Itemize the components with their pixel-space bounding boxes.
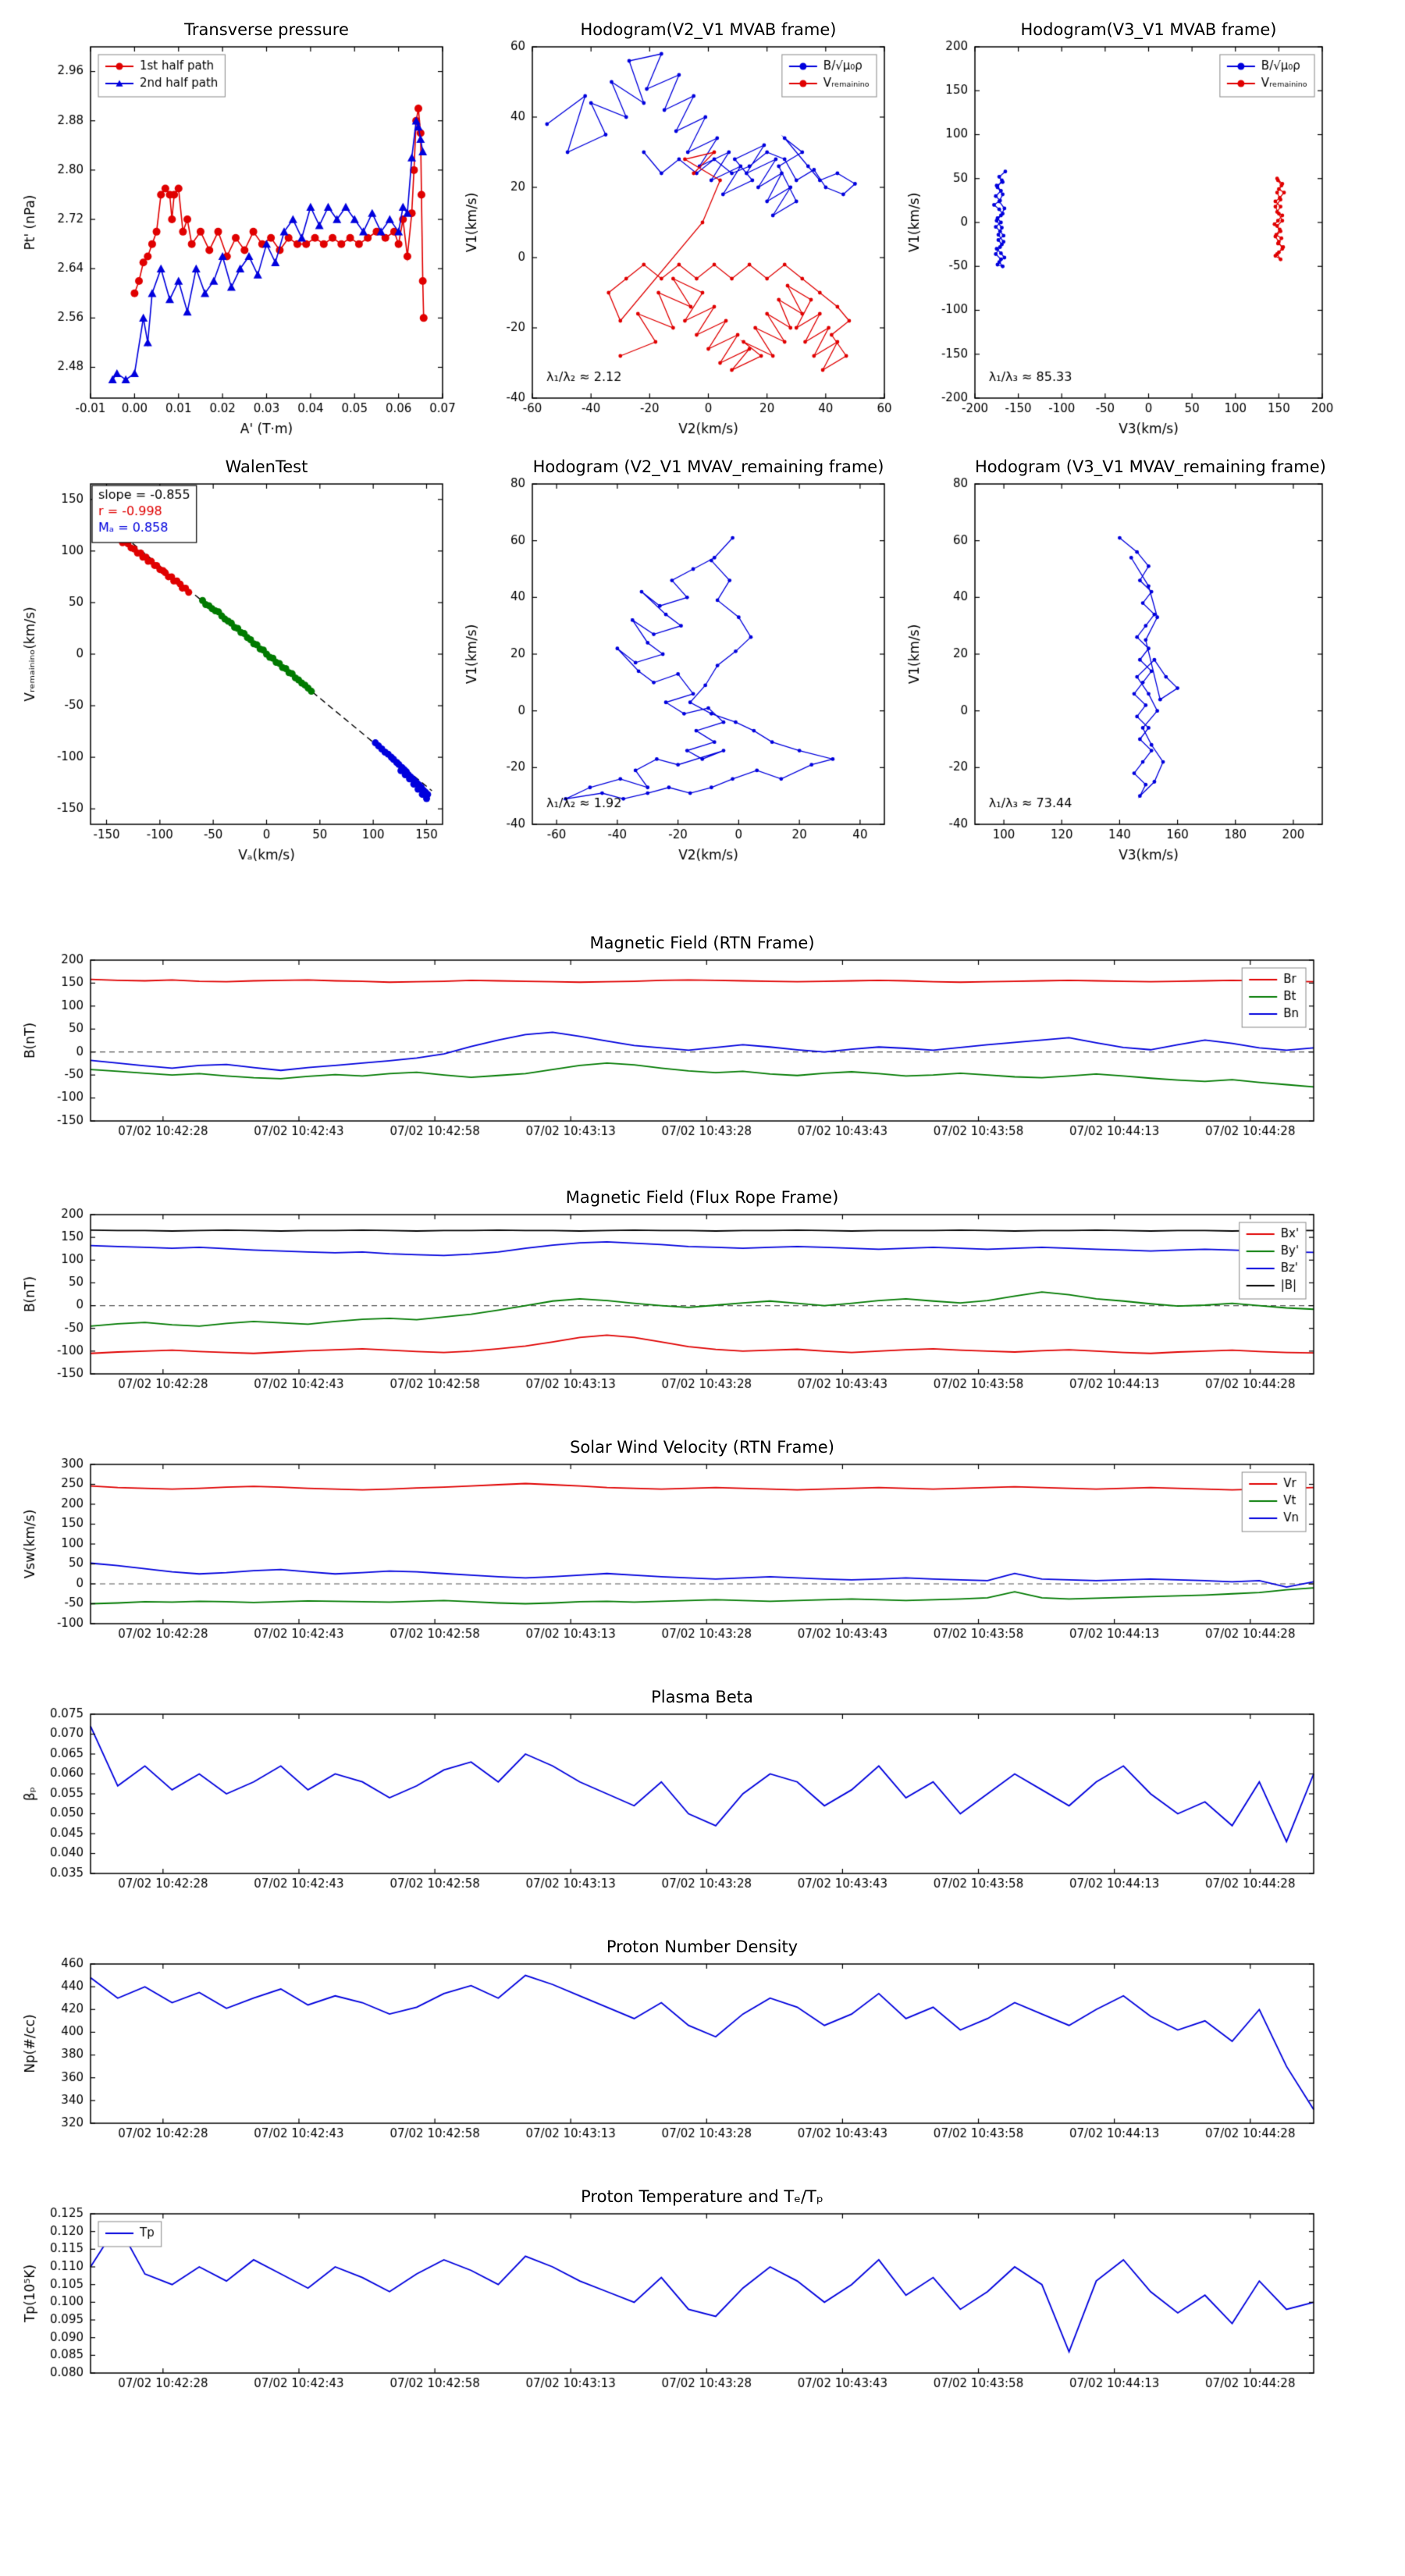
chart-title-hodogram-v3v1-mvab: Hodogram(V3_V1 MVAB frame) [1020,20,1277,39]
chart-title-transverse-pressure: Transverse pressure [184,20,349,39]
chart-title-proton-number-density: Proton Number Density [606,1937,799,1956]
chart-title-hodogram-v2v1-mvab: Hodogram(V2_V1 MVAB frame) [580,20,837,39]
chart-title-magnetic-field-fr: Magnetic Field (Flux Rope Frame) [565,1188,839,1207]
chart-title-magnetic-field-rtn: Magnetic Field (RTN Frame) [589,934,815,952]
chart-title-hodogram-v2v1-mvav: Hodogram (V2_V1 MVAV_remaining frame) [532,457,884,476]
chart-title-hodogram-v3v1-mvav: Hodogram (V3_V1 MVAV_remaining frame) [975,457,1326,476]
chart-title-solar-wind-velocity: Solar Wind Velocity (RTN Frame) [570,1438,834,1457]
chart-title-proton-temperature: Proton Temperature and Tₑ/Tₚ [581,2187,823,2206]
chart-title-walen-test: WalenTest [225,457,308,476]
chart-title-plasma-beta: Plasma Beta [651,1688,753,1706]
